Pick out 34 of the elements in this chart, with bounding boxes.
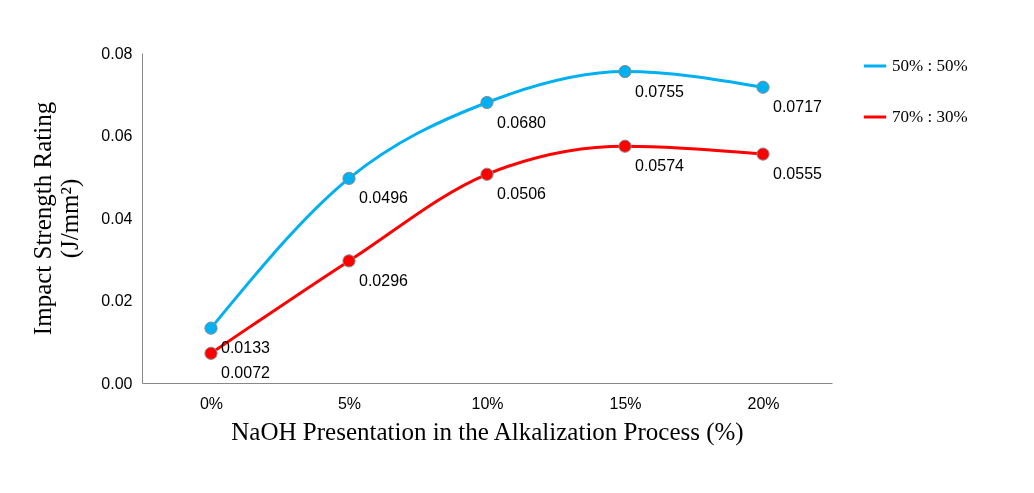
x-tick-label: 20% (747, 394, 780, 412)
point (480, 95, 494, 110)
x-tick-label: 10% (471, 394, 504, 412)
legend-label: 50% : 50% (892, 56, 968, 75)
data-label: 0.0496 (359, 189, 409, 207)
point (756, 80, 770, 94)
data-label: 0.0574 (635, 157, 685, 175)
y-tick-label: 0.00 (101, 374, 133, 392)
point (342, 254, 356, 268)
data-label: 0.0680 (497, 113, 547, 131)
y-tick-label: 0.02 (101, 292, 133, 309)
data-label: 0.0133 (221, 339, 271, 357)
y-tick-label: 0.04 (101, 209, 133, 227)
point (756, 147, 770, 161)
point (480, 167, 494, 181)
data-label: 0.0717 (773, 98, 823, 116)
data-label: 0.0506 (497, 185, 547, 203)
point (342, 171, 356, 186)
legend-label: 70% : 30% (892, 107, 968, 126)
data-label: 0.0072 (221, 364, 271, 382)
y-axis-title: Impact Strength Rating (J/mm²) (29, 101, 85, 336)
y-tick-label: 0.08 (101, 44, 133, 62)
data-label: 0.0555 (773, 165, 823, 183)
point (204, 321, 218, 335)
point (618, 64, 632, 79)
x-tick-label: 15% (609, 394, 642, 412)
y-tick-label: 0.06 (101, 127, 133, 144)
data-label: 0.0755 (635, 82, 685, 100)
point (204, 346, 218, 360)
point (618, 139, 632, 153)
x-tick-label: 0% (199, 394, 224, 412)
x-axis-title: NaOH Presentation in the Alkalization Process (%) (231, 417, 744, 446)
data-label: 0.0296 (359, 271, 409, 289)
x-tick-label: 5% (337, 394, 362, 412)
